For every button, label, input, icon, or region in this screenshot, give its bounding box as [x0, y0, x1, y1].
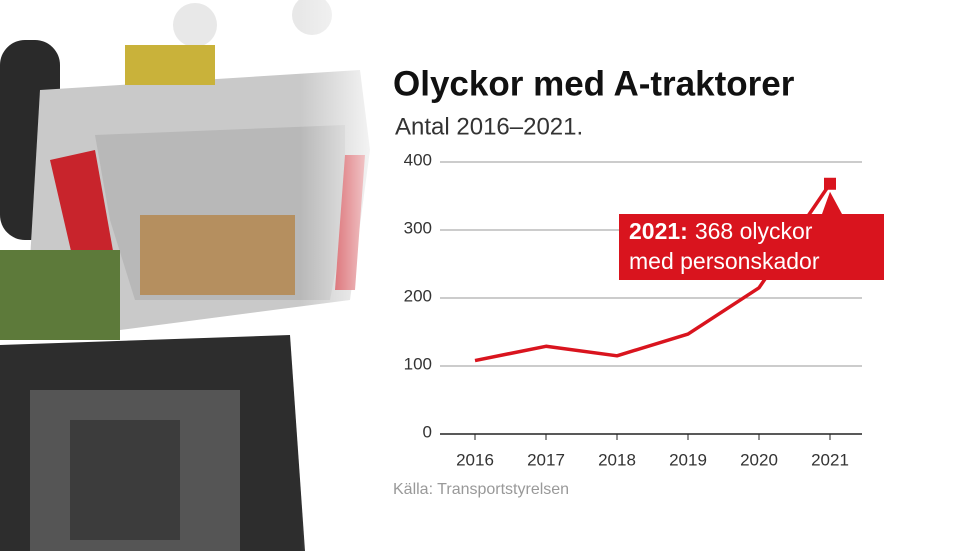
y-tick-label: 100 — [404, 354, 432, 373]
annotation-line: med personskador — [629, 248, 820, 274]
annotation-pointer — [822, 191, 842, 214]
y-tick-label: 0 — [423, 422, 432, 441]
y-tick-label: 300 — [404, 218, 432, 237]
x-tick-label: 2019 — [669, 450, 707, 469]
end-marker — [824, 177, 836, 190]
annotation-box — [619, 214, 884, 280]
y-tick-label: 200 — [404, 286, 432, 305]
annotation-text: 2021: 368 olyckor — [629, 218, 813, 244]
x-tick-label: 2016 — [456, 450, 494, 469]
y-tick-label: 400 — [404, 150, 432, 169]
annotation-label: 2021: — [629, 218, 688, 244]
source: Källa: Transportstyrelsen — [393, 481, 569, 498]
chart-title: Olyckor med A-traktorer — [393, 64, 795, 103]
chart-subtitle: Antal 2016–2021. — [395, 113, 583, 140]
annotation-line: 368 olyckor — [695, 218, 813, 244]
photo — [0, 0, 390, 551]
x-tick-label: 2021 — [811, 450, 849, 469]
x-tick-label: 2020 — [740, 450, 778, 469]
x-tick-label: 2018 — [598, 450, 636, 469]
x-tick-label: 2017 — [527, 450, 565, 469]
